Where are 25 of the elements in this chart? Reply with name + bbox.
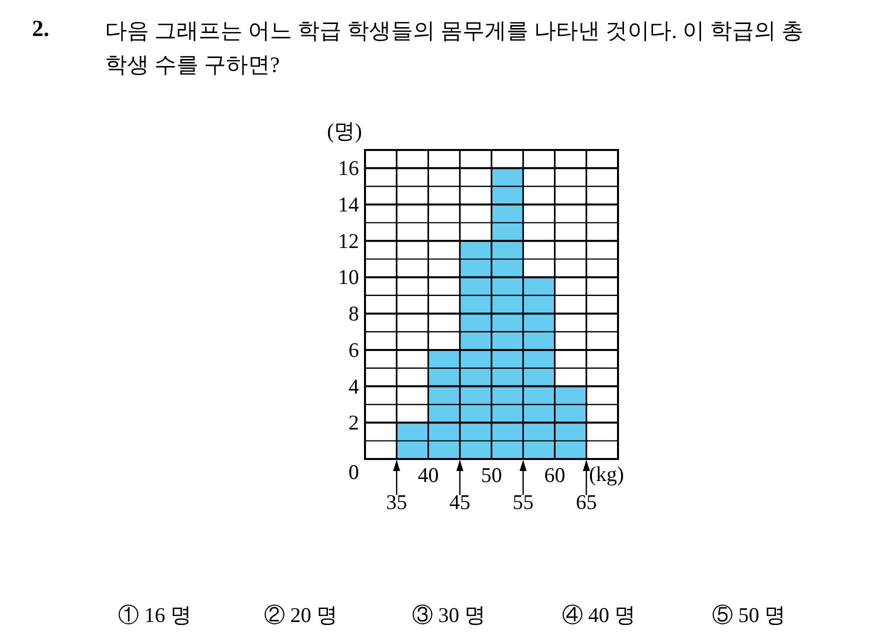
text: ③ 30 명 [412,603,486,627]
y-tick-label: 14 [338,192,360,217]
y-axis-title: (명) [327,119,362,143]
chart-title: 다음 그래프는 어느 학급 학생들의 몸무게를 나타낸 것이다. 이 학급의 총 학생 수를 구하면? [105,17,804,79]
y-tick-label: 0 [348,460,359,484]
annotation: 35 [386,490,408,514]
y-tick-label: 8 [348,302,359,326]
x-tick-label: 60 [544,463,566,487]
y-tick-label: 4 [348,374,360,398]
y-tick-label: 6 [348,338,359,362]
y-tick-label: 10 [338,265,359,290]
x-tick-label: 40 [418,463,439,487]
y-tick-label: 2 [348,410,359,435]
annotation: 65 [576,490,597,514]
text: ① 16 명 [118,603,192,627]
annotation: 55 [512,490,534,514]
text: 2. [32,16,50,42]
x-tick-label: 50 [481,463,502,487]
text: ② 20 명 [264,603,338,627]
annotation: 45 [449,490,470,514]
text: ④ 40 명 [562,603,636,627]
x-axis-title: (kg) [589,462,624,486]
y-tick-label: 12 [338,228,359,253]
y-tick-label: 16 [338,156,359,180]
text: ⑤ 50 명 [712,603,786,627]
